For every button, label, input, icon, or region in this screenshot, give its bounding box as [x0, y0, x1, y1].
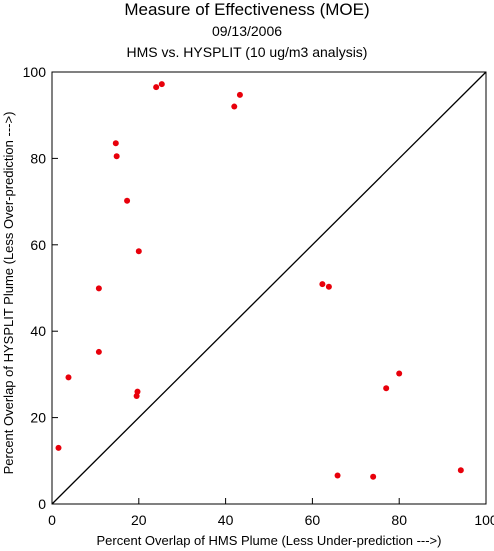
data-point — [325, 283, 332, 290]
data-point — [370, 473, 377, 480]
x-tick-label: 0 — [48, 512, 56, 528]
y-tick-label: 40 — [30, 323, 46, 339]
data-point — [124, 197, 131, 204]
y-axis-ticks: 0 20 40 60 80 100 — [23, 64, 58, 512]
data-point — [334, 472, 341, 479]
y-tick-label: 80 — [30, 150, 46, 166]
x-tick-label: 40 — [218, 512, 234, 528]
data-point — [95, 285, 102, 292]
data-point — [236, 91, 243, 98]
y-tick-label: 20 — [30, 410, 46, 426]
y-tick-label: 100 — [23, 64, 47, 80]
data-point — [134, 388, 141, 395]
data-point — [55, 444, 62, 451]
y-tick-label: 60 — [30, 237, 46, 253]
data-point — [65, 374, 72, 381]
plot-area-frame — [51, 71, 487, 505]
y-tick-label: 0 — [38, 496, 46, 512]
x-tick-label: 60 — [305, 512, 321, 528]
data-point — [383, 385, 390, 392]
x-tick-label: 20 — [131, 512, 147, 528]
data-point — [231, 103, 238, 110]
chart-date: 09/13/2006 — [211, 23, 283, 39]
data-points — [55, 81, 464, 480]
data-point — [319, 281, 326, 288]
y-axis-label: Percent Overlap of HYSPLIT Plume (Less O… — [1, 112, 16, 475]
data-point — [112, 140, 119, 147]
x-tick-label: 80 — [391, 512, 407, 528]
data-point — [457, 467, 464, 474]
data-point — [113, 153, 120, 160]
x-tick-label: 100 — [474, 512, 494, 528]
x-axis-ticks: 0 20 40 60 80 100 — [48, 498, 494, 528]
data-point — [135, 248, 142, 255]
one-to-one-reference-line — [51, 71, 487, 505]
data-point — [396, 370, 403, 377]
chart-subtitle: HMS vs. HYSPLIT (10 ug/m3 analysis) — [126, 44, 368, 60]
chart-title: Measure of Effectiveness (MOE) — [124, 0, 370, 19]
x-axis-label: Percent Overlap of HMS Plume (Less Under… — [97, 533, 442, 548]
data-point — [95, 348, 102, 355]
data-point — [153, 84, 160, 91]
data-point — [158, 81, 165, 88]
